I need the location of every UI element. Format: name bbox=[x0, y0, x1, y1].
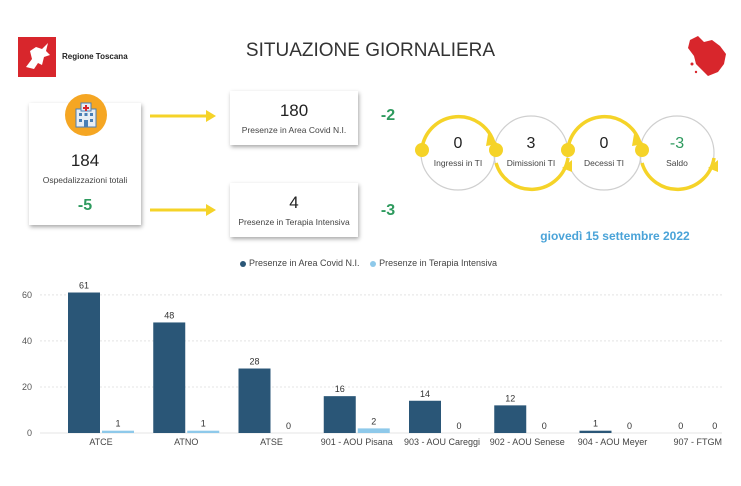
decessi-label: Decessi TI bbox=[584, 158, 624, 168]
data-label: 0 bbox=[678, 421, 683, 431]
legend-dot-icon bbox=[370, 260, 377, 267]
data-label: 16 bbox=[335, 384, 345, 394]
bar-ti bbox=[187, 430, 220, 433]
x-tick-label: ATCE bbox=[89, 437, 112, 447]
data-label: 0 bbox=[712, 421, 717, 431]
ingressi-value: 0 bbox=[453, 135, 463, 152]
saldo-label: Saldo bbox=[666, 158, 688, 168]
chart-legend: Presenze in Area Covid N.I. Presenze in … bbox=[240, 258, 505, 268]
data-label: 48 bbox=[164, 310, 174, 320]
dimissioni-label: Dimissioni TI bbox=[506, 158, 556, 168]
x-tick-label: 902 - AOU Senese bbox=[490, 437, 565, 447]
tuscany-map-icon bbox=[686, 34, 730, 83]
data-label: 0 bbox=[627, 421, 632, 431]
legend-label-ti: Presenze in Terapia Intensiva bbox=[379, 258, 497, 268]
x-tick-label: 907 - FTGM bbox=[673, 437, 722, 447]
y-tick-label: 20 bbox=[22, 382, 32, 392]
ti-delta: -3 bbox=[380, 202, 396, 219]
report-date: giovedì 15 settembre 2022 bbox=[540, 229, 690, 243]
data-label: 1 bbox=[593, 419, 598, 429]
hospital-icon bbox=[64, 93, 108, 142]
data-label: 0 bbox=[286, 421, 291, 431]
covid-area-card: 180 Presenze in Area Covid N.I. bbox=[230, 91, 358, 145]
bar-covid bbox=[494, 405, 527, 433]
saldo-value: -3 bbox=[669, 135, 685, 152]
bar-covid bbox=[323, 396, 356, 433]
data-label: 61 bbox=[79, 281, 89, 291]
dimissioni-value: 3 bbox=[526, 135, 536, 152]
x-tick-label: 901 - AOU Pisana bbox=[321, 437, 393, 447]
legend-item-covid: Presenze in Area Covid N.I. bbox=[240, 258, 360, 268]
data-label: 12 bbox=[505, 393, 515, 403]
y-tick-label: 60 bbox=[22, 290, 32, 300]
page-title: SITUAZIONE GIORNALIERA bbox=[245, 40, 496, 61]
bar-covid bbox=[68, 292, 100, 433]
data-label: 14 bbox=[420, 389, 430, 399]
legend-item-ti: Presenze in Terapia Intensiva bbox=[370, 258, 497, 268]
data-label: 0 bbox=[542, 421, 547, 431]
y-tick-label: 0 bbox=[27, 428, 32, 438]
intensive-care-card: 4 Presenze in Terapia Intensiva bbox=[230, 183, 358, 237]
region-name: Regione Toscana bbox=[62, 52, 128, 61]
x-tick-label: ATNO bbox=[174, 437, 198, 447]
regione-toscana-logo bbox=[18, 37, 56, 77]
data-label: 0 bbox=[456, 421, 461, 431]
x-tick-label: 903 - AOU Careggi bbox=[404, 437, 480, 447]
total-label: Ospedalizzazioni totali bbox=[42, 175, 128, 185]
ti-value: 4 bbox=[289, 193, 299, 212]
total-delta: -5 bbox=[77, 197, 93, 214]
data-label: 1 bbox=[115, 419, 120, 429]
bar-covid bbox=[238, 368, 271, 433]
legend-dot-icon bbox=[240, 260, 246, 267]
covid-value: 180 bbox=[279, 101, 309, 120]
data-label: 1 bbox=[201, 419, 206, 429]
arrow-right-icon bbox=[150, 110, 216, 122]
bar-covid bbox=[153, 322, 186, 433]
bar-ti bbox=[102, 430, 134, 433]
pegasus-icon bbox=[26, 43, 50, 69]
covid-label: Presenze in Area Covid N.I. bbox=[241, 125, 347, 135]
legend-label-covid: Presenze in Area Covid N.I. bbox=[249, 258, 360, 268]
arrow-right-icon bbox=[150, 204, 216, 216]
covid-delta: -2 bbox=[380, 107, 396, 124]
icu-flow-diagram bbox=[415, 114, 718, 192]
decessi-value: 0 bbox=[599, 135, 609, 152]
bar-ti bbox=[357, 428, 390, 433]
y-tick-label: 40 bbox=[22, 336, 32, 346]
bar-covid bbox=[409, 400, 441, 433]
total-hospitalizations-card: 184 Ospedalizzazioni totali -5 bbox=[29, 94, 141, 225]
data-label: 2 bbox=[371, 416, 376, 426]
ingressi-label: Ingressi in TI bbox=[433, 158, 483, 168]
data-label: 28 bbox=[249, 357, 259, 367]
x-tick-label: ATSE bbox=[260, 437, 283, 447]
x-tick-label: 904 - AOU Meyer bbox=[578, 437, 648, 447]
ti-label: Presenze in Terapia Intensiva bbox=[238, 217, 350, 227]
total-value: 184 bbox=[70, 151, 100, 170]
bar-covid bbox=[579, 430, 612, 433]
